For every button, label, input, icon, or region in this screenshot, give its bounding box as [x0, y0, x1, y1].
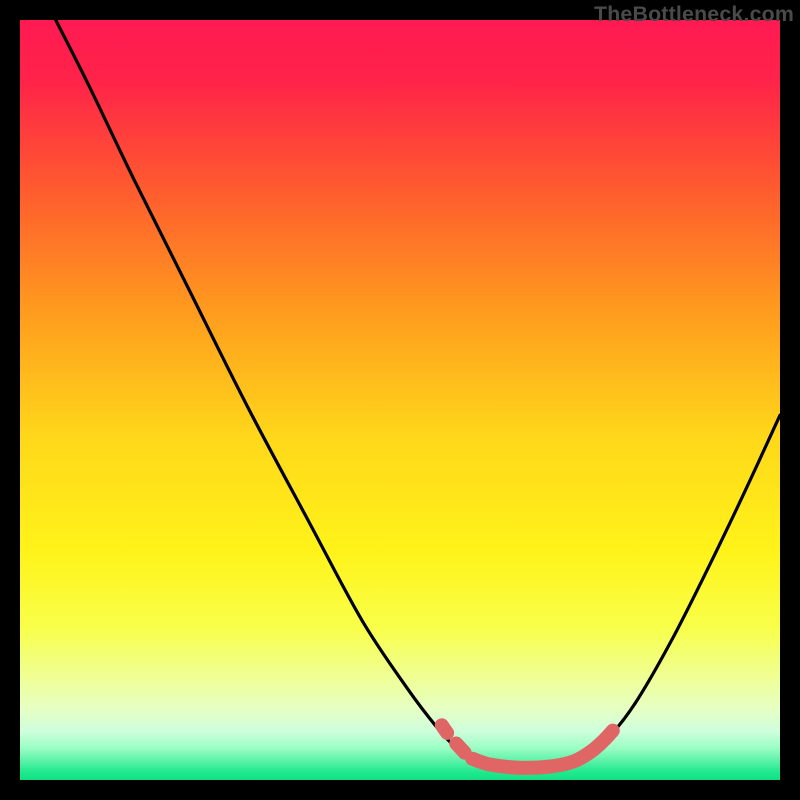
- plot-area: [20, 20, 780, 780]
- highlight-segment-1: [456, 744, 464, 753]
- attribution-text: TheBottleneck.com: [594, 0, 800, 27]
- highlight-segment-0: [442, 725, 447, 733]
- plot-svg: [20, 20, 780, 780]
- gradient-background: [20, 20, 780, 780]
- chart-frame: TheBottleneck.com: [0, 0, 800, 800]
